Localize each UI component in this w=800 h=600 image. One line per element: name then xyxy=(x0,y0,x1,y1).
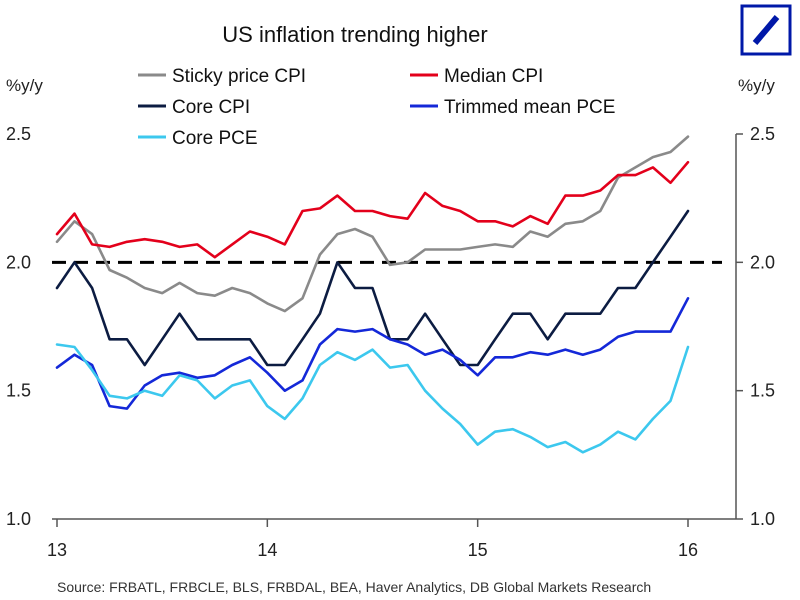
logo-slash xyxy=(752,15,780,45)
series-line-core-pce xyxy=(55,343,690,454)
legend-label-trimmed-mean-pce: Trimmed mean PCE xyxy=(444,97,615,118)
chart-title: US inflation trending higher xyxy=(222,22,487,47)
legend-label-core-cpi: Core CPI xyxy=(172,97,250,118)
y-tick-label-left: 2.5 xyxy=(6,124,31,144)
logo-frame xyxy=(740,4,792,56)
legend-label-sticky-price-cpi: Sticky price CPI xyxy=(172,66,306,87)
deutsche-bank-logo xyxy=(740,4,792,56)
legend-label-core-pce: Core PCE xyxy=(172,128,258,149)
series-line-median-cpi xyxy=(55,160,690,259)
y-tick-label-left: 2.0 xyxy=(6,252,31,272)
legend-label-median-cpi: Median CPI xyxy=(444,66,543,87)
chart-legend: Sticky price CPI Median CPI Core CPI Trimme… xyxy=(138,66,615,149)
y-tick-label-right: 1.5 xyxy=(750,381,775,401)
series-line-sticky-price-cpi xyxy=(55,135,690,313)
axis-ticks: 1.0 1.0 1.5 1.5 2.0 2.0 2.5 2.5 13 14 15 16 xyxy=(6,124,775,560)
x-tick-label: 13 xyxy=(47,540,67,560)
y-unit-left: %y/y xyxy=(6,76,43,95)
y-tick-label-right: 2.5 xyxy=(750,124,775,144)
x-tick-label: 14 xyxy=(257,540,277,560)
series-line-core-cpi xyxy=(55,209,690,367)
series-line-trimmed-mean-pce xyxy=(55,296,690,410)
x-tick-label: 15 xyxy=(468,540,488,560)
series-lines xyxy=(55,135,690,454)
x-tick-label: 16 xyxy=(678,540,698,560)
y-tick-label-left: 1.5 xyxy=(6,381,31,401)
y-tick-label-left: 1.0 xyxy=(6,509,31,529)
y-tick-label-right: 1.0 xyxy=(750,509,775,529)
y-tick-label-right: 2.0 xyxy=(750,252,775,272)
y-unit-right: %y/y xyxy=(738,76,775,95)
source-note: Source: FRBATL, FRBCLE, BLS, FRBDAL, BEA… xyxy=(57,579,651,595)
